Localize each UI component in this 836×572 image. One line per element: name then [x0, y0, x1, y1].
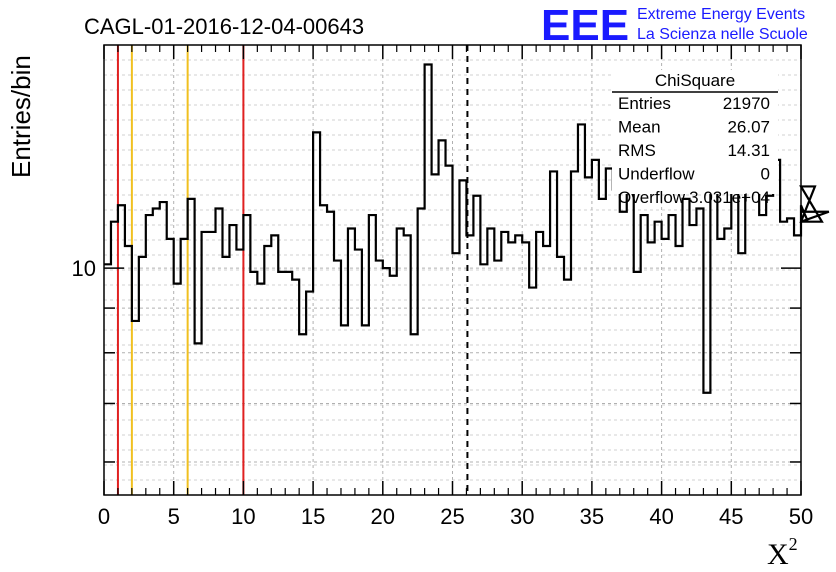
stats-value: 26.07: [727, 118, 770, 137]
reference-lines: [116, 45, 469, 495]
x-axis-label: X2: [767, 534, 798, 571]
y-tick-label: 10: [72, 256, 96, 281]
histogram-line: [104, 63, 830, 394]
stats-label: RMS: [618, 141, 656, 160]
stats-label: Mean: [618, 118, 661, 137]
stats-value: 14.31: [727, 141, 770, 160]
x-tick-label: 35: [580, 504, 604, 529]
stats-title: ChiSquare: [655, 71, 735, 90]
brand-line-1: Extreme Energy Events: [637, 6, 805, 23]
eee-logo: EEE: [541, 1, 629, 50]
x-axis-label-superscript: 2: [789, 534, 798, 554]
x-tick-label: 50: [789, 504, 813, 529]
brand-line-2: La Scienza nelle Scuole: [637, 26, 808, 43]
stats-label: Overflow: [618, 188, 686, 207]
y-axis-ticks: 10: [72, 256, 801, 463]
stats-box-background: [612, 70, 778, 194]
stats-value: 21970: [723, 94, 770, 113]
x-tick-label: 30: [510, 504, 534, 529]
x-tick-label: 10: [231, 504, 255, 529]
x-axis-label-base: X: [767, 538, 789, 571]
stats-label: Entries: [618, 94, 671, 113]
x-axis-ticks: 0 5 10 15 20 25 30 35 40 45 50: [98, 45, 813, 529]
x-tick-label: 25: [440, 504, 464, 529]
x-tick-label: 0: [98, 504, 110, 529]
histogram: [104, 63, 830, 394]
x-tick-label: 40: [649, 504, 673, 529]
stats-value: 0: [761, 165, 770, 184]
x-tick-label: 15: [301, 504, 325, 529]
stats-rows: Entries 21970 Mean 26.07 RMS 14.31 Underflow 0 O…: [618, 94, 770, 207]
x-tick-label: 20: [371, 504, 395, 529]
y-axis-label: Entries/bin: [6, 55, 36, 178]
stats-label: Underflow: [618, 165, 695, 184]
stats-value: 3.031e+04: [689, 188, 770, 207]
x-tick-label: 5: [168, 504, 180, 529]
chart-title: CAGL-01-2016-12-04-00643: [84, 14, 364, 39]
x-tick-label: 45: [719, 504, 743, 529]
stats-box: ChiSquare Entries 21970 Mean 26.07 RMS 14.31 U…: [612, 70, 778, 207]
